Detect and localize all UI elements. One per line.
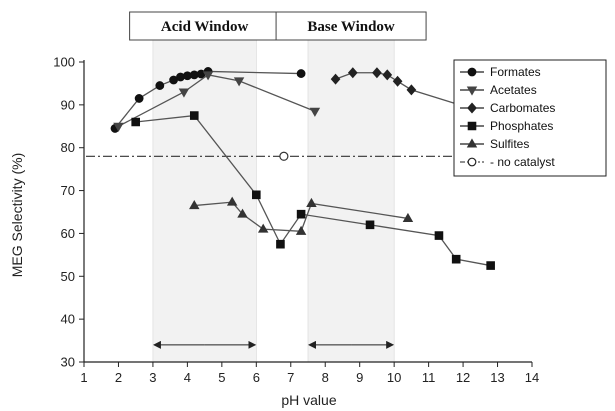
- point-formates: [155, 81, 165, 90]
- point-carbomates: [392, 75, 403, 87]
- point-formates: [176, 72, 185, 82]
- x-axis-title: pH value: [281, 392, 336, 408]
- legend-marker-carbomates: [467, 102, 477, 114]
- point-acetates: [233, 77, 245, 87]
- point-carbomates: [406, 84, 417, 96]
- point-sulfites: [402, 212, 414, 222]
- point-sulfites: [306, 197, 317, 207]
- point-phosphates: [434, 231, 444, 240]
- point-carbomates: [372, 67, 382, 79]
- window-label-1: Acid Window: [161, 19, 249, 35]
- point-phosphates: [189, 111, 199, 120]
- point-phosphates: [252, 190, 261, 200]
- x-tick-label: 1: [80, 370, 87, 385]
- window-band-1: [152, 11, 257, 363]
- point-carbomates: [347, 67, 358, 79]
- point-phosphates: [131, 117, 140, 127]
- point-sulfites: [189, 200, 200, 210]
- legend-label: - no catalyst: [490, 155, 555, 169]
- point-sulfites: [226, 196, 238, 206]
- y-tick-label: 70: [61, 183, 75, 198]
- legend-box: [453, 59, 607, 177]
- point-phosphates: [365, 220, 375, 230]
- windows-layer: Acid Window Base Window: [129, 11, 427, 363]
- legend-marker-acetates: [466, 86, 478, 96]
- y-tick-label: 30: [61, 355, 75, 370]
- y-tick-label: 100: [53, 55, 75, 70]
- point-carbomates: [330, 73, 341, 85]
- y-tick-label: 80: [61, 140, 75, 155]
- legend-label: Formates: [490, 65, 541, 79]
- x-tick-label: 4: [184, 370, 191, 385]
- point-carbomates: [382, 69, 393, 81]
- point-acetates: [178, 88, 190, 98]
- x-tick-label: 3: [149, 370, 156, 385]
- window-label-2: Base Window: [307, 19, 395, 35]
- point-phosphates: [276, 239, 285, 249]
- x-tick-label: 11: [422, 370, 436, 385]
- legend-label: Carbomates: [490, 101, 555, 115]
- legend-marker-formates: [467, 67, 477, 77]
- point-phosphates: [296, 209, 306, 219]
- point-acetates: [113, 122, 124, 132]
- point-formates: [134, 94, 144, 103]
- legend-marker-phosphates: [467, 121, 477, 131]
- x-tick-label: 5: [218, 370, 225, 385]
- y-tick-label: 40: [61, 312, 75, 327]
- x-tick-label: 9: [356, 370, 363, 385]
- legend-marker-no-catalyst: [467, 157, 477, 167]
- x-tick-label: 7: [287, 370, 294, 385]
- x-tick-label: 14: [525, 370, 539, 385]
- y-tick-label: 90: [61, 97, 75, 112]
- legend: Formates Acetates Carbomates Phosphates Sulf…: [453, 59, 607, 177]
- x-tick-label: 8: [322, 370, 329, 385]
- point-sulfites: [237, 208, 248, 218]
- legend-label: Sulfites: [490, 137, 529, 151]
- point-sulfites: [295, 225, 307, 235]
- window-label-box-2: [275, 11, 427, 41]
- legend-label: Phosphates: [490, 119, 553, 133]
- x-tick-label: 2: [115, 370, 122, 385]
- legend-marker-sulfites: [466, 138, 478, 148]
- legend-label: Acetates: [490, 83, 537, 97]
- point-acetates: [309, 107, 321, 117]
- window-label-box-1: [129, 11, 281, 41]
- reference-line-layer: [86, 151, 532, 161]
- x-tick-label: 10: [387, 370, 401, 385]
- x-tick-label: 6: [253, 370, 260, 385]
- y-tick-label: 60: [61, 226, 75, 241]
- x-tick-label: 13: [490, 370, 504, 385]
- y-tick-label: 50: [61, 269, 75, 284]
- point-phosphates: [451, 254, 461, 264]
- window-band-2: [307, 11, 395, 363]
- point-acetates: [202, 71, 214, 81]
- x-tick-label: 12: [456, 370, 470, 385]
- point-formates: [296, 69, 306, 78]
- point-phosphates: [486, 261, 495, 270]
- y-axis-title: MEG Selectivity (%): [9, 153, 25, 277]
- no-catalyst-marker: [279, 151, 289, 161]
- point-sulfites: [257, 223, 269, 233]
